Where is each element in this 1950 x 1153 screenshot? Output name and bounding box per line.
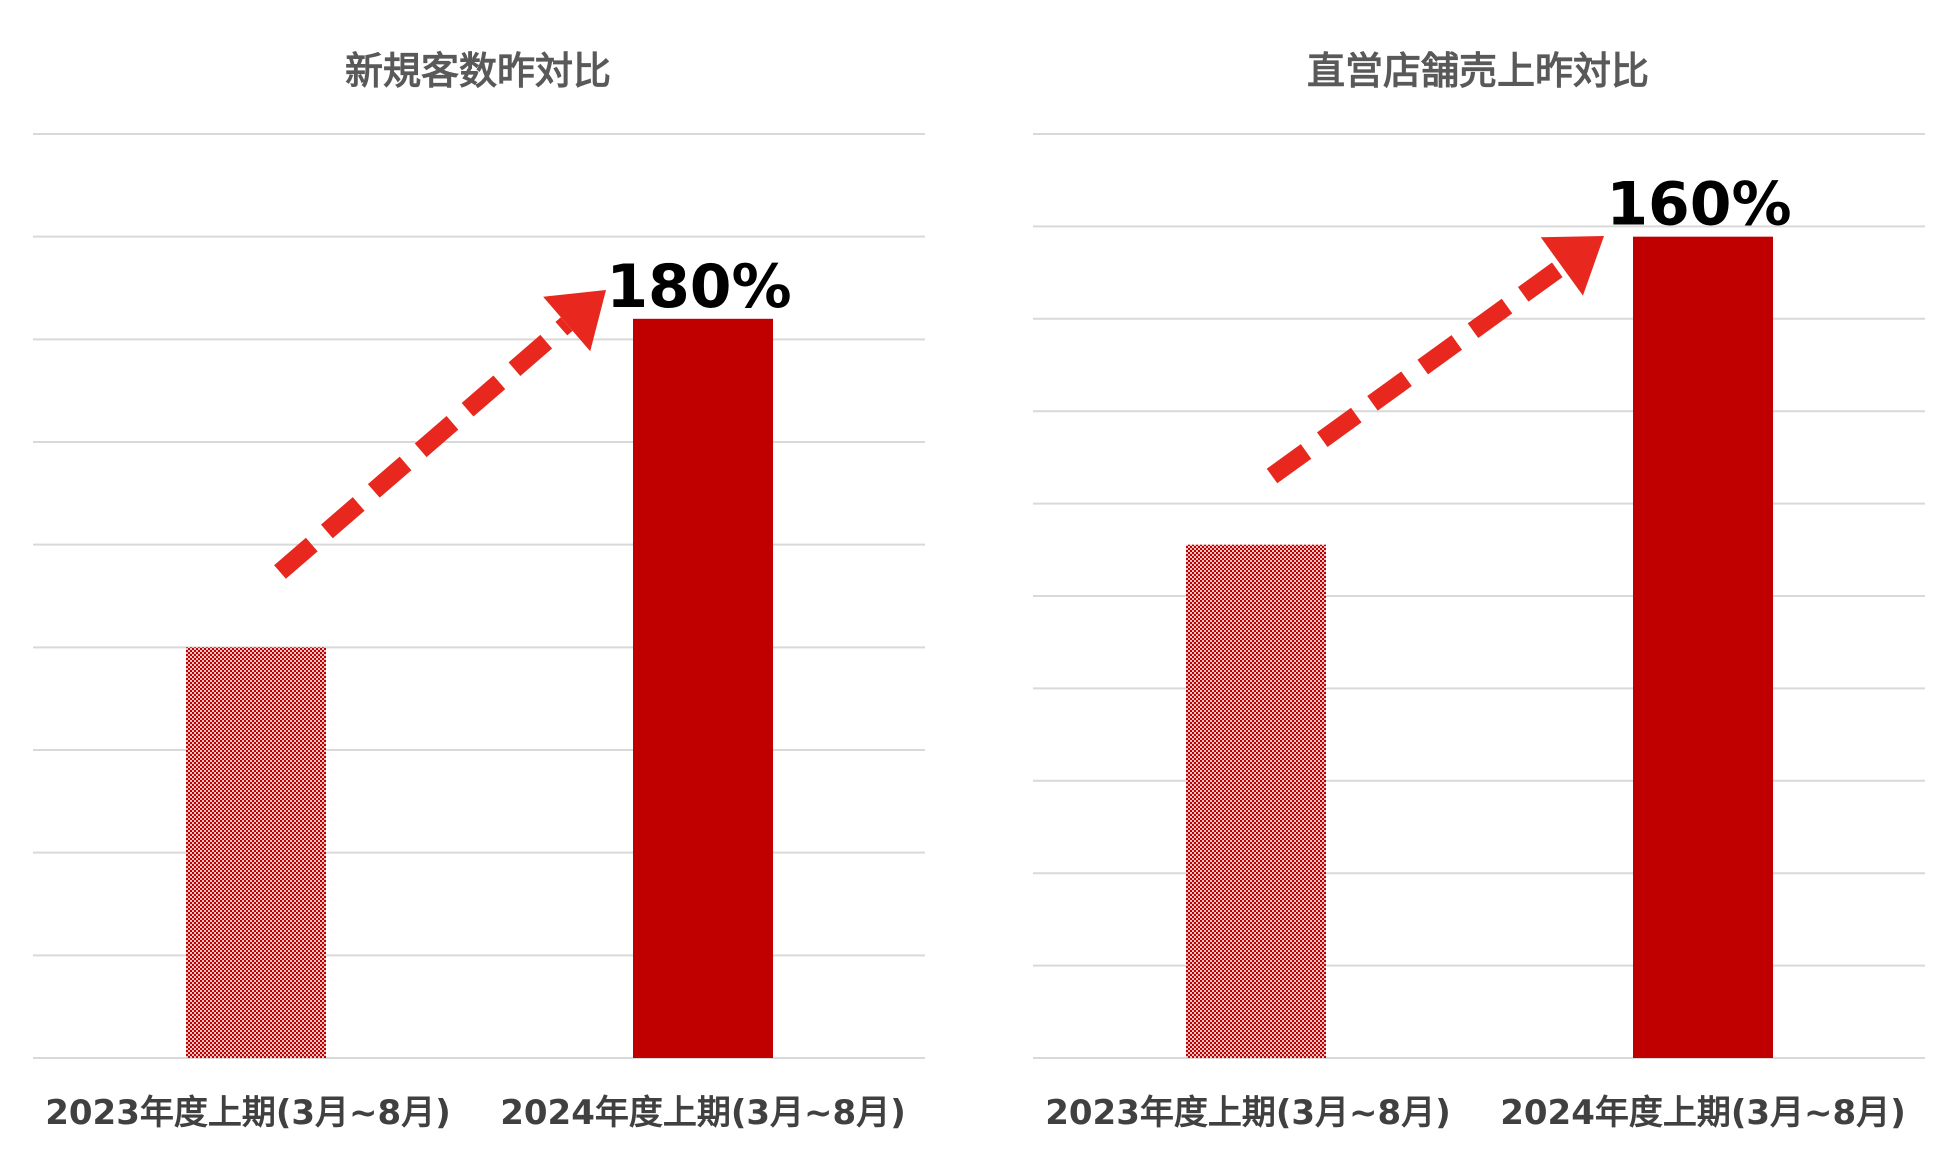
bar-1 (633, 318, 773, 1058)
chart-title: 直営店舗売上昨対比 (1307, 49, 1649, 93)
data-label-1: 180% (606, 252, 791, 322)
gridlines (1033, 133, 1925, 1059)
bars (1186, 236, 1773, 1058)
category-label-0: 2023年度上期(3月~8月) (45, 1093, 451, 1133)
arrow-shaft (274, 317, 573, 579)
category-label-1: 2024年度上期(3月~8月) (1500, 1093, 1906, 1133)
chart-new-customers: 新規客数昨対比 180% 2023年度上期(3月~8月) 2024年度上期(3月… (33, 49, 925, 1133)
bars (186, 318, 773, 1058)
arrow-shaft (1266, 259, 1568, 484)
bar-0 (186, 647, 326, 1058)
arrow-head (1540, 236, 1604, 296)
trend-arrow (1266, 236, 1604, 484)
trend-arrow (274, 290, 606, 579)
category-label-0: 2023年度上期(3月~8月) (1045, 1093, 1451, 1133)
bar-0 (1186, 544, 1326, 1058)
arrow-head (543, 290, 606, 352)
chart-direct-store-sales: 直営店舗売上昨対比 160% 2023年度上期(3月~8月) 2024年度上期(… (1033, 49, 1925, 1133)
chart-title: 新規客数昨対比 (345, 49, 611, 93)
category-label-1: 2024年度上期(3月~8月) (500, 1093, 906, 1133)
data-label-1: 160% (1606, 170, 1791, 240)
bar-1 (1633, 236, 1773, 1058)
gridlines (33, 133, 925, 1059)
